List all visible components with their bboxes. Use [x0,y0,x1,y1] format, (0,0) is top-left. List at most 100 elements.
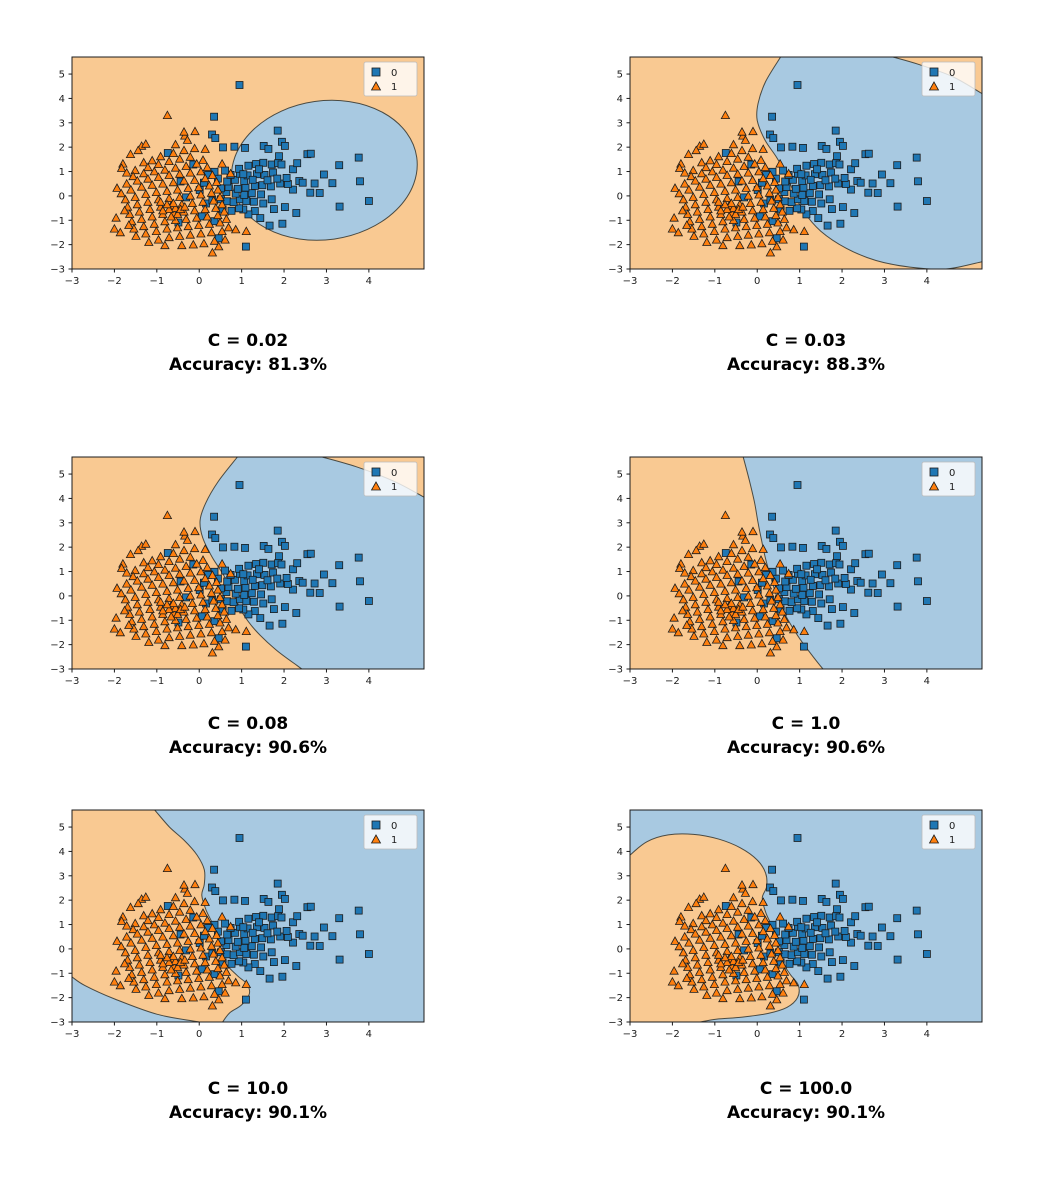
class1-triangle-marker [213,963,223,973]
class1-triangle-marker [769,603,779,612]
class1-triangle-marker [158,958,168,968]
class1-triangle-marker [679,920,690,930]
class1-triangle-marker [699,628,709,638]
scatter-plot-c-0.08: −3 −2 −1 0 1 2 3 4 −3 −2 −1 0 1 2 3 4 5 0 1 [50,456,425,687]
class0-square-marker [265,221,274,230]
class1-triangle-marker [699,189,709,198]
class1-triangle-marker [705,908,715,918]
class1-triangle-marker [718,164,728,174]
class1-triangle-marker [111,212,121,222]
class1-triangle-marker [191,612,202,622]
class1-triangle-marker [762,219,773,228]
class1-triangle-marker [215,217,225,227]
class1-triangle-marker [692,959,703,969]
x-tick-label: 1 [796,276,802,287]
class1-triangle-marker [120,594,131,604]
class1-triangle-marker [190,879,200,889]
class1-triangle-marker [799,979,810,988]
class0-square-marker [893,561,902,570]
class1-triangle-marker [147,580,157,589]
class1-triangle-marker [762,180,773,190]
class1-triangle-marker [141,539,151,548]
x-tick-label: 1 [238,676,244,687]
class1-triangle-marker [749,212,760,222]
class1-triangle-marker [722,570,732,579]
x-tick-label: 3 [881,1029,887,1040]
class1-triangle-marker [206,627,217,637]
class1-triangle-marker [111,965,121,975]
class0-square-marker [893,161,902,170]
scatter-plot-c-10.0: −3 −2 −1 0 1 2 3 4 −3 −2 −1 0 1 2 3 4 5 0 1 [50,809,425,1040]
class0-square-marker [785,959,794,968]
class0-square-marker [259,952,268,961]
class1-triangle-marker [718,216,728,226]
class1-triangle-marker [773,970,783,980]
class1-triangle-marker [711,159,722,168]
class0-square-marker [282,173,291,182]
class1-triangle-marker [141,942,151,951]
class1-triangle-marker [724,211,734,221]
class1-triangle-marker [138,568,149,578]
class1-triangle-marker [221,214,232,223]
class0-square-marker [280,895,289,903]
scatter-plot-c-1.0: −3 −2 −1 0 1 2 3 4 −3 −2 −1 0 1 2 3 4 5 0 1 [608,456,983,687]
y-tick-label: 2 [59,896,65,907]
class1-triangle-marker [133,145,143,155]
decision-region [756,57,982,269]
class0-square-marker [315,589,324,597]
class1-triangle-marker [189,543,200,553]
class0-square-marker [856,931,865,940]
y-tick-label: −1 [608,616,623,627]
y-tick-label: −2 [608,993,623,1004]
x-tick-label: −1 [707,276,722,287]
class0-square-marker [768,512,777,521]
y-tick-label: −2 [608,240,623,251]
class0-square-marker [822,898,831,906]
class1-triangle-marker [758,144,768,153]
class0-square-marker [893,602,902,611]
class1-triangle-marker [189,143,200,153]
class0-square-marker [267,160,276,169]
class1-triangle-marker [149,919,160,929]
legend-triangle-marker-icon [928,481,940,491]
class1-triangle-marker [711,925,722,934]
class1-triangle-marker [769,930,780,939]
class0-square-marker [269,958,278,967]
class1-triangle-marker [747,575,758,584]
class1-triangle-marker [720,939,730,948]
class1-triangle-marker [690,928,701,938]
legend-square-marker-icon [371,467,381,477]
class0-square-marker [241,642,250,651]
class1-triangle-marker [747,896,758,906]
class1-triangle-marker [177,640,187,650]
class0-square-marker [289,938,297,947]
class0-square-marker [893,914,902,923]
class1-triangle-marker [752,582,762,592]
class1-triangle-marker [220,234,230,244]
class0-square-marker [814,967,823,976]
class1-triangle-marker [718,917,728,927]
class1-triangle-marker [191,558,202,568]
class1-triangle-marker [207,923,218,932]
class1-triangle-marker [732,553,743,563]
class1-triangle-marker [777,959,788,969]
class1-triangle-marker [164,604,174,613]
x-tick-label: −3 [65,676,80,687]
scatter-plot-c-0.03: −3 −2 −1 0 1 2 3 4 −3 −2 −1 0 1 2 3 4 5 0 1 [608,56,983,287]
class1-triangle-marker [765,247,776,257]
class1-triangle-marker [121,578,132,588]
class0-square-marker [257,590,266,599]
class1-triangle-marker [728,539,739,549]
class0-square-marker [235,604,244,613]
class0-square-marker [210,112,219,121]
class0-square-marker [806,928,815,937]
class0-square-marker [781,177,790,186]
class1-triangle-marker [141,981,151,991]
class1-triangle-marker [170,562,181,572]
scatter-plot-c-100.0: −3 −2 −1 0 1 2 3 4 −3 −2 −1 0 1 2 3 4 5 0 1 [608,809,983,1040]
class1-triangle-marker [141,189,151,198]
class1-triangle-marker [162,952,172,962]
class0-square-marker [244,161,253,170]
class1-triangle-marker [170,915,181,925]
class1-triangle-marker [131,631,141,640]
